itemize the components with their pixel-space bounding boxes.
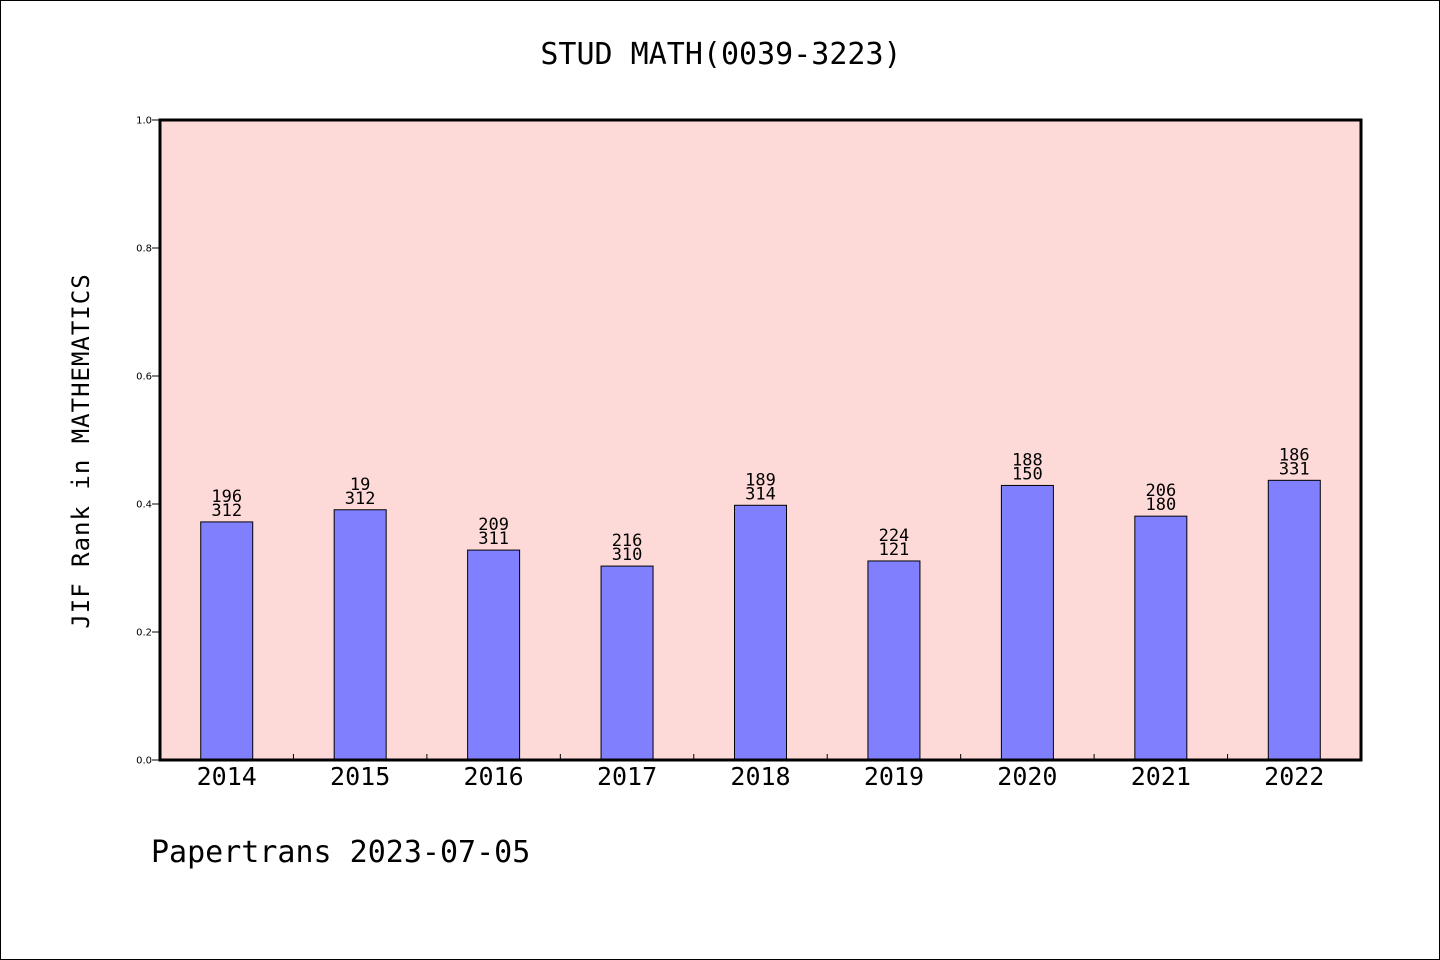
data-label-top: 224 xyxy=(879,526,910,546)
bar xyxy=(600,565,654,761)
x-tick-label: 2020 xyxy=(997,762,1057,791)
data-label-bottom: 310 xyxy=(612,545,643,565)
data-label-top: 188 xyxy=(1012,450,1043,470)
bar xyxy=(1000,484,1054,761)
bar xyxy=(734,504,787,761)
data-label-top: 206 xyxy=(1145,481,1176,501)
y-tick-label: 0.4 xyxy=(136,500,152,511)
data-label-bottom: 312 xyxy=(345,489,376,509)
data-label-bottom: 121 xyxy=(879,540,910,560)
bar xyxy=(200,521,254,761)
data-label-bottom: 180 xyxy=(1145,495,1176,515)
x-tick-label: 2014 xyxy=(197,762,257,791)
x-tick-label: 2022 xyxy=(1264,762,1324,791)
y-tick-label: 0.2 xyxy=(136,628,152,639)
data-label-bottom: 331 xyxy=(1279,459,1310,479)
y-tick-label: 1.0 xyxy=(136,116,152,127)
data-label-top: 216 xyxy=(612,531,643,551)
data-label-bottom: 150 xyxy=(1012,464,1043,484)
x-tick-label: 2018 xyxy=(730,762,790,791)
x-tick-label: 2019 xyxy=(864,762,924,791)
bar xyxy=(1134,515,1188,761)
data-label-top: 196 xyxy=(211,487,242,507)
y-tick-label: 0.8 xyxy=(136,244,152,255)
bar xyxy=(867,560,921,761)
bar xyxy=(467,549,521,761)
data-label-bottom: 314 xyxy=(745,484,776,504)
bar xyxy=(1267,479,1321,761)
plot-border xyxy=(158,118,1363,762)
data-label-top: 189 xyxy=(745,470,776,490)
y-tick-label: 0.6 xyxy=(136,372,152,383)
x-tick-label: 2016 xyxy=(464,762,524,791)
data-label-top: 19 xyxy=(350,475,370,495)
y-tick-label: 0.0 xyxy=(136,756,152,767)
data-label-top: 209 xyxy=(478,515,509,535)
x-tick-label: 2021 xyxy=(1131,762,1191,791)
data-label-bottom: 312 xyxy=(211,501,242,521)
footer-credit: Papertrans 2023-07-05 xyxy=(151,835,531,870)
data-label-top: 186 xyxy=(1279,445,1310,465)
x-tick-label: 2015 xyxy=(330,762,390,791)
bar xyxy=(333,509,387,761)
x-tick-label: 2017 xyxy=(597,762,657,791)
chart-title: STUD MATH(0039-3223) xyxy=(540,37,902,72)
data-label-bottom: 311 xyxy=(478,529,509,549)
